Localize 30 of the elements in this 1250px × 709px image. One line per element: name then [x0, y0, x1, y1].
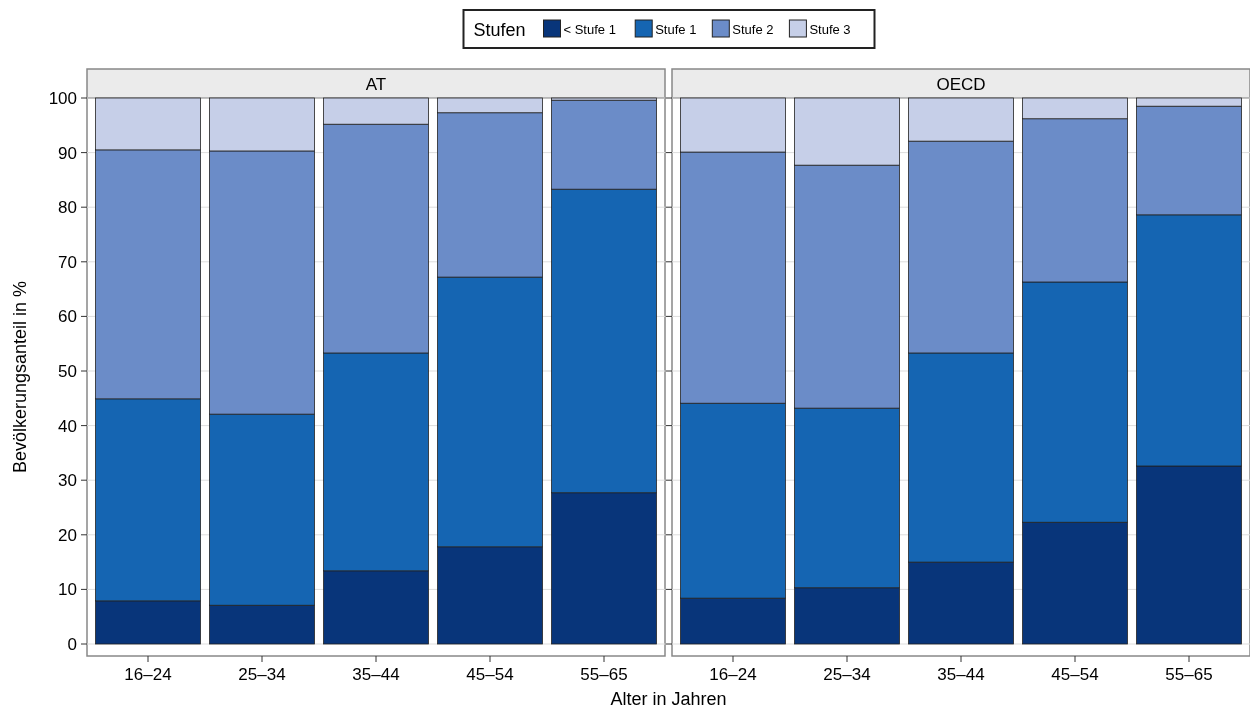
y-tick-label: 90 — [58, 143, 77, 163]
legend-label: < Stufe 1 — [563, 22, 616, 37]
legend-label: Stufe 1 — [655, 22, 697, 37]
legend-label: Stufe 2 — [732, 22, 774, 37]
chart-title: AT — [365, 74, 387, 94]
y-tick-label: 80 — [58, 198, 77, 218]
x-tick-label: 25–34 — [238, 665, 286, 684]
y-tick-label: 60 — [58, 307, 77, 327]
y-tick-label: 100 — [48, 89, 77, 108]
y-axis-title: Bevölkerungsanteil in % — [10, 280, 30, 474]
x-tick-label: 35–44 — [352, 665, 400, 684]
x-tick-label: 35–44 — [937, 665, 985, 684]
y-tick-label: 0 — [67, 635, 77, 654]
y-tick-label: 40 — [58, 416, 77, 436]
y-tick-label: 50 — [58, 362, 77, 381]
x-tick-label: 55–65 — [1165, 665, 1213, 684]
x-tick-label: 16–24 — [124, 665, 172, 684]
y-tick-label: 30 — [58, 471, 77, 491]
y-tick-label: 20 — [58, 525, 77, 545]
legend-label: Stufe 3 — [809, 22, 851, 37]
x-tick-label: 45–54 — [466, 665, 514, 684]
x-axis-title: Alter in Jahren — [610, 689, 727, 709]
x-tick-label: 55–65 — [580, 665, 628, 684]
x-tick-label: 25–34 — [823, 665, 871, 684]
x-tick-label: 16–24 — [709, 665, 757, 684]
chart-title: OECD — [936, 74, 986, 94]
legend-title: Stufen — [473, 20, 526, 40]
y-tick-label: 70 — [58, 252, 77, 272]
y-tick-label: 10 — [58, 580, 77, 600]
x-tick-label: 45–54 — [1051, 665, 1099, 684]
